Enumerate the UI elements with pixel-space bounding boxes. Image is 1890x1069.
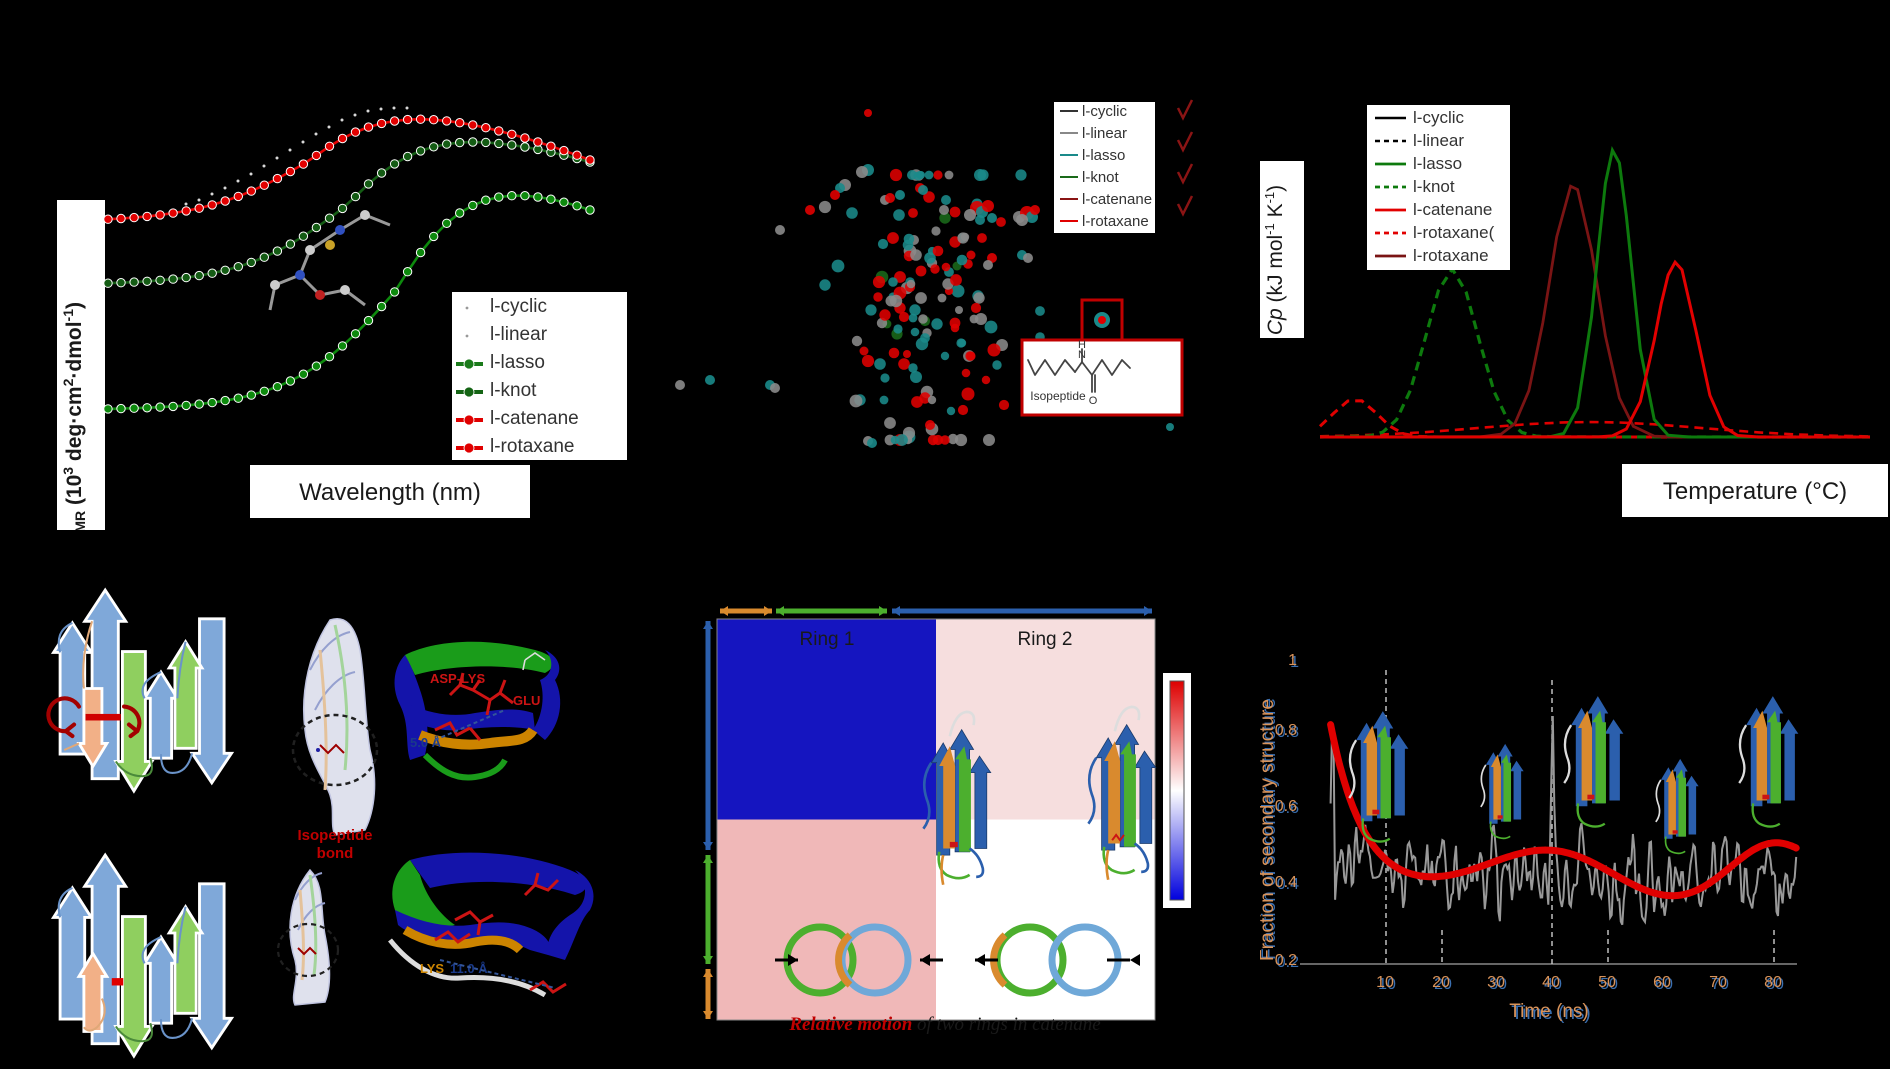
svg-text:l-knot: l-knot xyxy=(1082,169,1120,186)
svg-text:0.8: 0.8 xyxy=(1275,722,1297,739)
svg-text:l-cyclic: l-cyclic xyxy=(1082,103,1127,120)
svg-text:N: N xyxy=(1078,349,1086,361)
svg-text:l-lasso: l-lasso xyxy=(490,352,545,373)
svg-text:l-rotaxane(: l-rotaxane( xyxy=(1413,223,1495,242)
svg-text:Isopeptide: Isopeptide xyxy=(1030,389,1086,403)
svg-text:ASP-LYS: ASP-LYS xyxy=(430,671,485,686)
svg-text:l-linear: l-linear xyxy=(490,324,548,345)
svg-text:Temperature (°C): Temperature (°C) xyxy=(1663,478,1847,505)
svg-text:Wavelength (nm): Wavelength (nm) xyxy=(299,479,481,506)
svg-text:l-cyclic: l-cyclic xyxy=(1413,108,1464,127)
svg-text:Ring 1: Ring 1 xyxy=(800,629,855,650)
svg-text:Ring 2: Ring 2 xyxy=(1018,629,1073,650)
svg-text:bond: bond xyxy=(317,845,354,862)
svg-text:l-rotaxane: l-rotaxane xyxy=(1413,246,1489,265)
svg-text:0.2: 0.2 xyxy=(1275,952,1297,969)
svg-text:50: 50 xyxy=(1598,974,1616,991)
svg-text:l-catenane: l-catenane xyxy=(1413,200,1492,219)
svg-text:30: 30 xyxy=(1487,974,1505,991)
svg-text:5.0 Å: 5.0 Å xyxy=(410,735,442,750)
svg-text:Isopeptide: Isopeptide xyxy=(297,827,372,844)
svg-text:1: 1 xyxy=(1288,652,1297,669)
svg-text:[θ]MR (103 deg·cm2·dmol-1): [θ]MR (103 deg·cm2·dmol-1) xyxy=(60,302,88,530)
svg-text:l-linear: l-linear xyxy=(1082,125,1127,142)
svg-text:40: 40 xyxy=(1542,974,1560,991)
svg-text:60: 60 xyxy=(1653,974,1671,991)
svg-text:l-rotaxane: l-rotaxane xyxy=(490,436,575,457)
svg-text:Relative motion of two rings i: Relative motion of two rings in catenane xyxy=(788,1014,1100,1035)
svg-text:Time (ns): Time (ns) xyxy=(1509,1001,1589,1022)
svg-text:0.4: 0.4 xyxy=(1275,874,1297,891)
svg-text:l-cyclic: l-cyclic xyxy=(490,296,547,317)
svg-text:LYS: LYS xyxy=(420,961,444,976)
svg-text:l-lasso: l-lasso xyxy=(1413,154,1462,173)
svg-text:20: 20 xyxy=(1432,974,1450,991)
svg-text:0.6: 0.6 xyxy=(1275,798,1297,815)
svg-text:l-knot: l-knot xyxy=(490,380,537,401)
svg-text:l-lasso: l-lasso xyxy=(1082,147,1125,164)
svg-text:l-rotaxane: l-rotaxane xyxy=(1082,213,1149,230)
svg-text:GLU: GLU xyxy=(513,693,540,708)
svg-text:10: 10 xyxy=(1376,974,1394,991)
svg-text:l-knot: l-knot xyxy=(1413,177,1455,196)
svg-text:l-linear: l-linear xyxy=(1413,131,1464,150)
svg-text:O: O xyxy=(1089,395,1098,407)
svg-text:80: 80 xyxy=(1764,974,1782,991)
svg-text:l-catenane: l-catenane xyxy=(490,408,579,429)
svg-text:l-catenane: l-catenane xyxy=(1082,191,1152,208)
svg-text:Cp (kJ mol-1 K-1): Cp (kJ mol-1 K-1) xyxy=(1262,185,1287,335)
svg-text:70: 70 xyxy=(1709,974,1727,991)
